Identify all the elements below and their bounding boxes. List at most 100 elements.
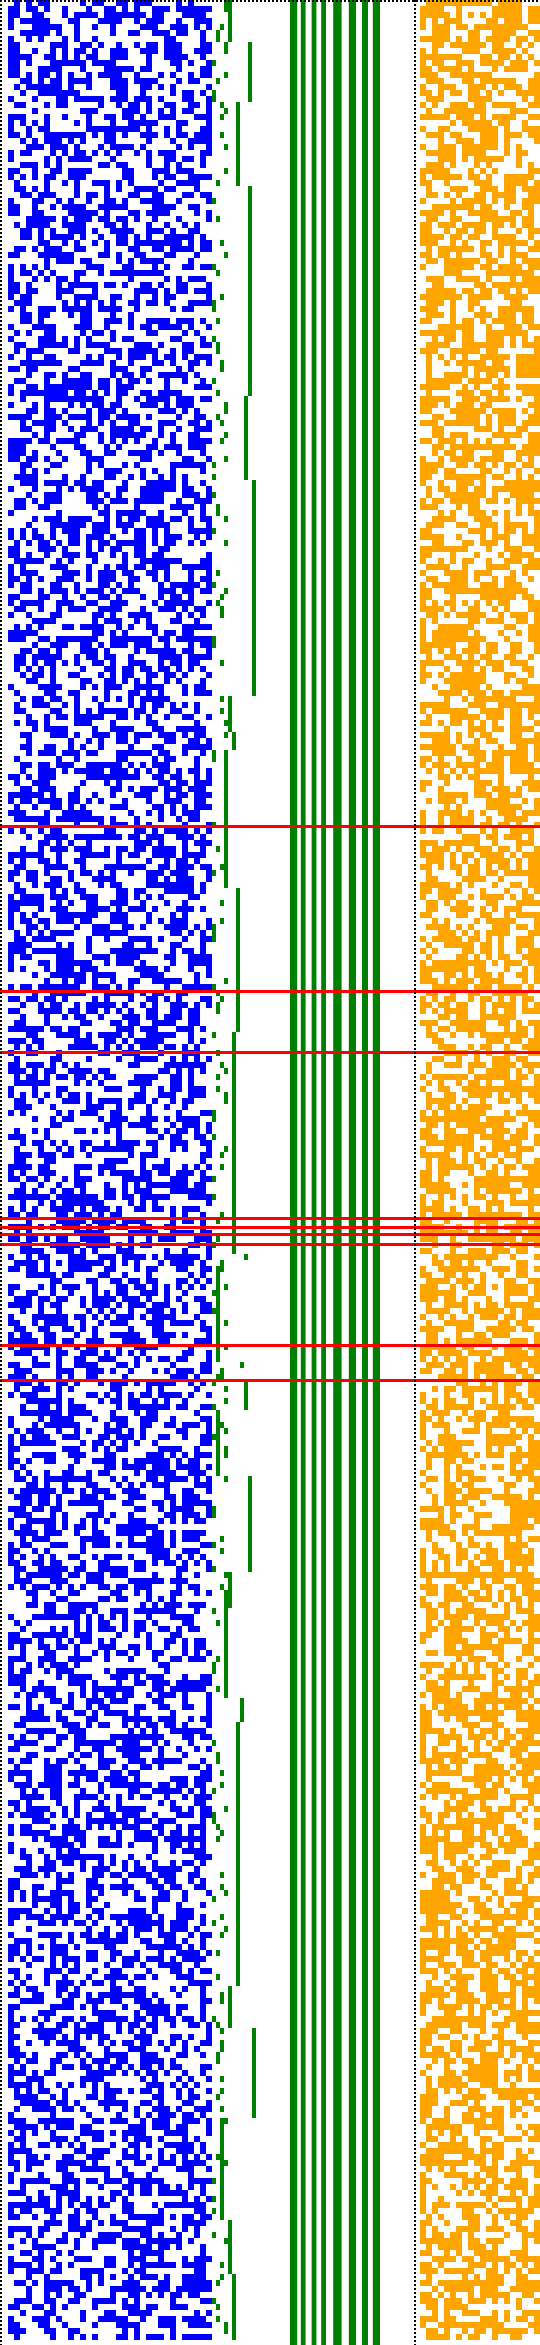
blue-pixel: [74, 438, 80, 444]
blue-pixel: [164, 522, 170, 528]
blue-pixel: [200, 1038, 206, 1044]
blue-pixel: [104, 648, 110, 654]
blue-pixel: [116, 1314, 122, 1320]
blue-pixel: [38, 228, 44, 234]
blue-pixel: [182, 1428, 188, 1434]
blue-pixel: [62, 102, 68, 108]
blue-pixel: [32, 852, 38, 858]
blue-pixel: [8, 1338, 14, 1344]
blue-pixel: [92, 498, 98, 504]
blue-pixel: [116, 1026, 122, 1032]
blue-pixel: [116, 396, 122, 402]
blue-pixel: [170, 1320, 176, 1326]
blue-pixel: [8, 1290, 14, 1296]
blue-pixel: [44, 504, 50, 510]
blue-pixel: [80, 648, 86, 654]
blue-pixel: [14, 474, 20, 480]
blue-pixel: [170, 1140, 176, 1146]
blue-pixel: [62, 1368, 68, 1374]
blue-pixel: [182, 918, 188, 924]
blue-pixel: [170, 594, 176, 600]
blue-pixel: [80, 1266, 86, 1272]
blue-pixel: [32, 288, 38, 294]
blue-pixel: [56, 1530, 62, 1536]
blue-pixel: [74, 756, 80, 762]
blue-pixel: [116, 1710, 122, 1716]
blue-pixel: [200, 150, 206, 156]
blue-pixel: [20, 450, 26, 456]
blue-pixel: [74, 1680, 80, 1686]
blue-pixel: [158, 1302, 164, 1308]
blue-pixel: [8, 198, 14, 204]
blue-pixel: [128, 1392, 134, 1398]
blue-pixel: [128, 936, 134, 942]
blue-pixel: [158, 690, 164, 696]
blue-pixel: [164, 798, 170, 804]
blue-pixel: [38, 1518, 44, 1524]
blue-pixel: [98, 1512, 104, 1518]
blue-pixel: [116, 1542, 122, 1548]
blue-pixel: [32, 1248, 38, 1254]
blue-pixel: [26, 648, 32, 654]
blue-pixel: [152, 1008, 158, 1014]
blue-pixel: [14, 1620, 20, 1626]
blue-pixel: [146, 1632, 152, 1638]
blue-pixel: [206, 42, 212, 48]
blue-pixel: [206, 918, 212, 924]
blue-pixel: [110, 432, 116, 438]
blue-pixel: [128, 570, 134, 576]
blue-pixel: [152, 516, 158, 522]
blue-pixel: [110, 60, 116, 66]
blue-pixel: [152, 786, 158, 792]
blue-pixel: [62, 378, 68, 384]
blue-pixel: [116, 1746, 122, 1752]
blue-pixel: [86, 708, 92, 714]
blue-pixel: [50, 1008, 56, 1014]
blue-pixel: [146, 444, 152, 450]
blue-pixel: [128, 144, 134, 150]
blue-pixel: [140, 564, 146, 570]
blue-pixel: [74, 174, 80, 180]
blue-pixel: [44, 1074, 50, 1080]
blue-pixel: [116, 384, 122, 390]
blue-pixel: [176, 1260, 182, 1266]
blue-pixel: [92, 210, 98, 216]
blue-pixel: [110, 372, 116, 378]
blue-pixel: [194, 138, 200, 144]
blue-pixel: [170, 1062, 176, 1068]
blue-pixel: [134, 1644, 140, 1650]
blue-pixel: [158, 360, 164, 366]
blue-pixel: [182, 378, 188, 384]
blue-pixel: [92, 552, 98, 558]
blue-pixel: [14, 1494, 20, 1500]
blue-pixel: [20, 306, 26, 312]
blue-pixel: [182, 1002, 188, 1008]
blue-pixel: [62, 300, 68, 306]
blue-pixel: [8, 918, 14, 924]
blue-pixel: [110, 1554, 116, 1560]
blue-pixel: [170, 1212, 176, 1218]
blue-pixel: [206, 1464, 212, 1470]
blue-pixel: [98, 1308, 104, 1314]
blue-pixel: [176, 444, 182, 450]
blue-pixel: [188, 882, 194, 888]
blue-pixel: [176, 336, 182, 342]
blue-pixel: [110, 870, 116, 876]
blue-pixel: [170, 1536, 176, 1542]
blue-pixel: [194, 1086, 200, 1092]
blue-pixel: [92, 1248, 98, 1254]
blue-pixel: [86, 576, 92, 582]
blue-pixel: [146, 1386, 152, 1392]
blue-pixel: [164, 888, 170, 894]
blue-pixel: [176, 1728, 182, 1734]
blue-pixel: [56, 1392, 62, 1398]
blue-pixel: [164, 600, 170, 606]
blue-pixel: [170, 114, 176, 120]
blue-pixel: [122, 336, 128, 342]
blue-pixel: [176, 120, 182, 126]
blue-pixel: [158, 564, 164, 570]
blue-pixel: [128, 942, 134, 948]
blue-pixel: [146, 1416, 152, 1422]
blue-pixel: [200, 1062, 206, 1068]
blue-pixel: [32, 882, 38, 888]
